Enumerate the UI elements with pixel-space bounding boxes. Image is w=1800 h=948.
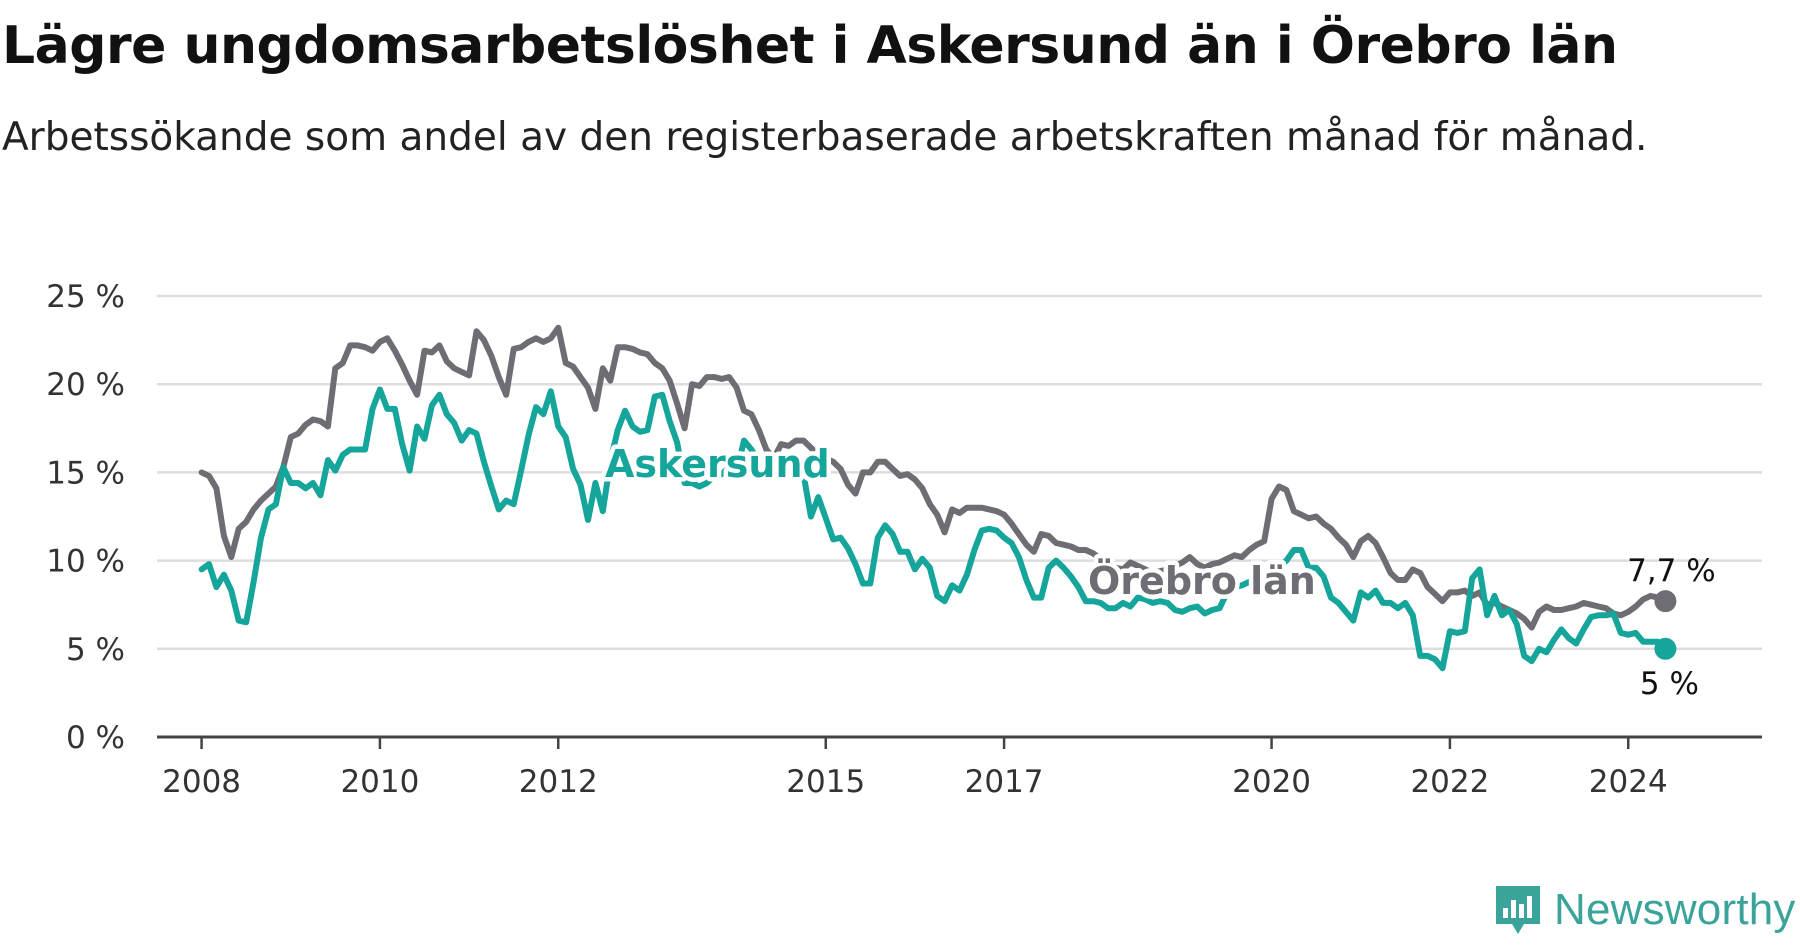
chart-subtitle: Arbetssökande som andel av den registerb… bbox=[2, 115, 1648, 160]
x-tick-label: 2015 bbox=[786, 764, 865, 800]
x-tick-label: 2024 bbox=[1589, 764, 1668, 800]
series-label-askersund: Askersund bbox=[605, 442, 830, 486]
y-tick-label: 0 % bbox=[66, 720, 125, 756]
y-tick-label: 10 % bbox=[46, 544, 125, 580]
series-label-orebro: Örebro län bbox=[1088, 559, 1316, 603]
series-end-point bbox=[1654, 590, 1677, 613]
x-tick-label: 2012 bbox=[519, 764, 598, 800]
series-end-point bbox=[1654, 637, 1677, 660]
y-tick-label: 25 % bbox=[46, 279, 125, 315]
x-tick-label: 2010 bbox=[340, 764, 419, 800]
x-tick-label: 2017 bbox=[965, 764, 1044, 800]
series-labels: Askersund Örebro län 7,7 % 5 % bbox=[601, 438, 1716, 702]
gridlines bbox=[157, 294, 1762, 651]
end-value-label-orebro: 7,7 % bbox=[1627, 553, 1716, 589]
series-lines bbox=[198, 324, 1677, 672]
x-tick-label: 2020 bbox=[1232, 764, 1311, 800]
newsworthy-brand[interactable]: Newsworthy bbox=[1494, 884, 1796, 936]
x-tick-label: 2008 bbox=[162, 764, 241, 800]
chart-title: Lägre ungdomsarbetslöshet i Askersund än… bbox=[2, 16, 1618, 76]
end-value-label-askersund: 5 % bbox=[1640, 666, 1699, 702]
series-line bbox=[198, 386, 1669, 672]
y-tick-label: 15 % bbox=[46, 455, 125, 491]
axes: 0 % 5 % 10 % 15 % 20 % 25 % 2008 2010 2012 2015 20… bbox=[46, 279, 1762, 800]
newsworthy-chart-logo-icon bbox=[1496, 886, 1540, 934]
x-tick-label: 2022 bbox=[1410, 764, 1489, 800]
y-tick-label: 20 % bbox=[46, 367, 125, 403]
y-tick-label: 5 % bbox=[66, 632, 125, 668]
newsworthy-wordmark: Newsworthy bbox=[1554, 885, 1796, 934]
series-line bbox=[198, 324, 1669, 631]
